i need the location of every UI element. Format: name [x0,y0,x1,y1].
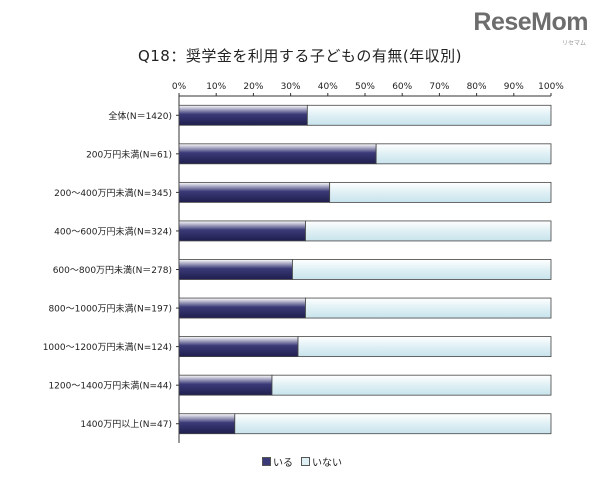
bar-series-2 [234,413,552,435]
category-label: 200万円未満(N=61) [86,148,172,160]
category-label: 800～1000万円未満(N=197) [48,303,172,315]
bar-series-2 [306,104,552,126]
x-tick-label: 30% [281,82,301,92]
bar-series-2 [271,374,552,396]
legend-label-series-1: いる [273,458,293,469]
category-label: 400～600万円未満(N=324) [54,225,172,237]
bar-series-1 [178,297,306,319]
x-tick-label: 20% [243,82,263,92]
x-tick-label: 40% [318,82,338,92]
legend-swatch-series-2 [301,457,310,466]
bar-series-1 [178,143,377,165]
legend-swatch-series-1 [262,457,271,466]
legend-label-series-2: いない [312,458,342,469]
legend-item-series-2: いない [301,454,342,469]
x-tick-label: 60% [392,82,412,92]
bar-series-1 [178,104,308,126]
x-tick-label: 50% [355,82,375,92]
bar-series-1 [178,413,236,435]
category-label: 1000～1200万円未満(N=124) [43,341,172,353]
legend: いる いない [262,454,342,469]
resemom-logo: ReseMom リセマム [473,8,588,47]
category-label: 600～800万円未満(N＝278) [53,264,172,276]
bar-series-1 [178,181,331,203]
category-label: 200～400万円未満(N=345) [54,187,172,199]
x-tick-label: 100% [538,82,564,92]
bar-series-1 [178,220,306,242]
bar-series-2 [305,220,552,242]
x-tick-label: 0% [172,82,187,92]
x-tick-label: 80% [467,82,487,92]
legend-item-series-1: いる [262,454,293,469]
bar-series-1 [178,374,273,396]
bar-series-1 [178,336,299,358]
category-label: 全体(N＝1420) [108,110,172,122]
bar-series-2 [305,297,552,319]
logo-subtext: リセマム [561,40,586,47]
chart-title: Q18：奨学金を利用する子どもの有無(年収別) [137,47,463,65]
category-label: 1200～1400万円未満(N=44) [48,380,172,392]
bar-series-2 [375,143,552,165]
logo-text: ReseMom [473,8,588,36]
category-label: 1400万円以上(N=47) [80,419,172,430]
bar-series-1 [178,259,293,280]
bar-series-2 [297,336,552,358]
x-tick-label: 10% [206,82,226,92]
bar-series-2 [329,181,552,203]
x-tick-label: 90% [504,82,524,92]
x-tick-label: 70% [429,82,449,92]
bar-series-2 [292,259,552,280]
